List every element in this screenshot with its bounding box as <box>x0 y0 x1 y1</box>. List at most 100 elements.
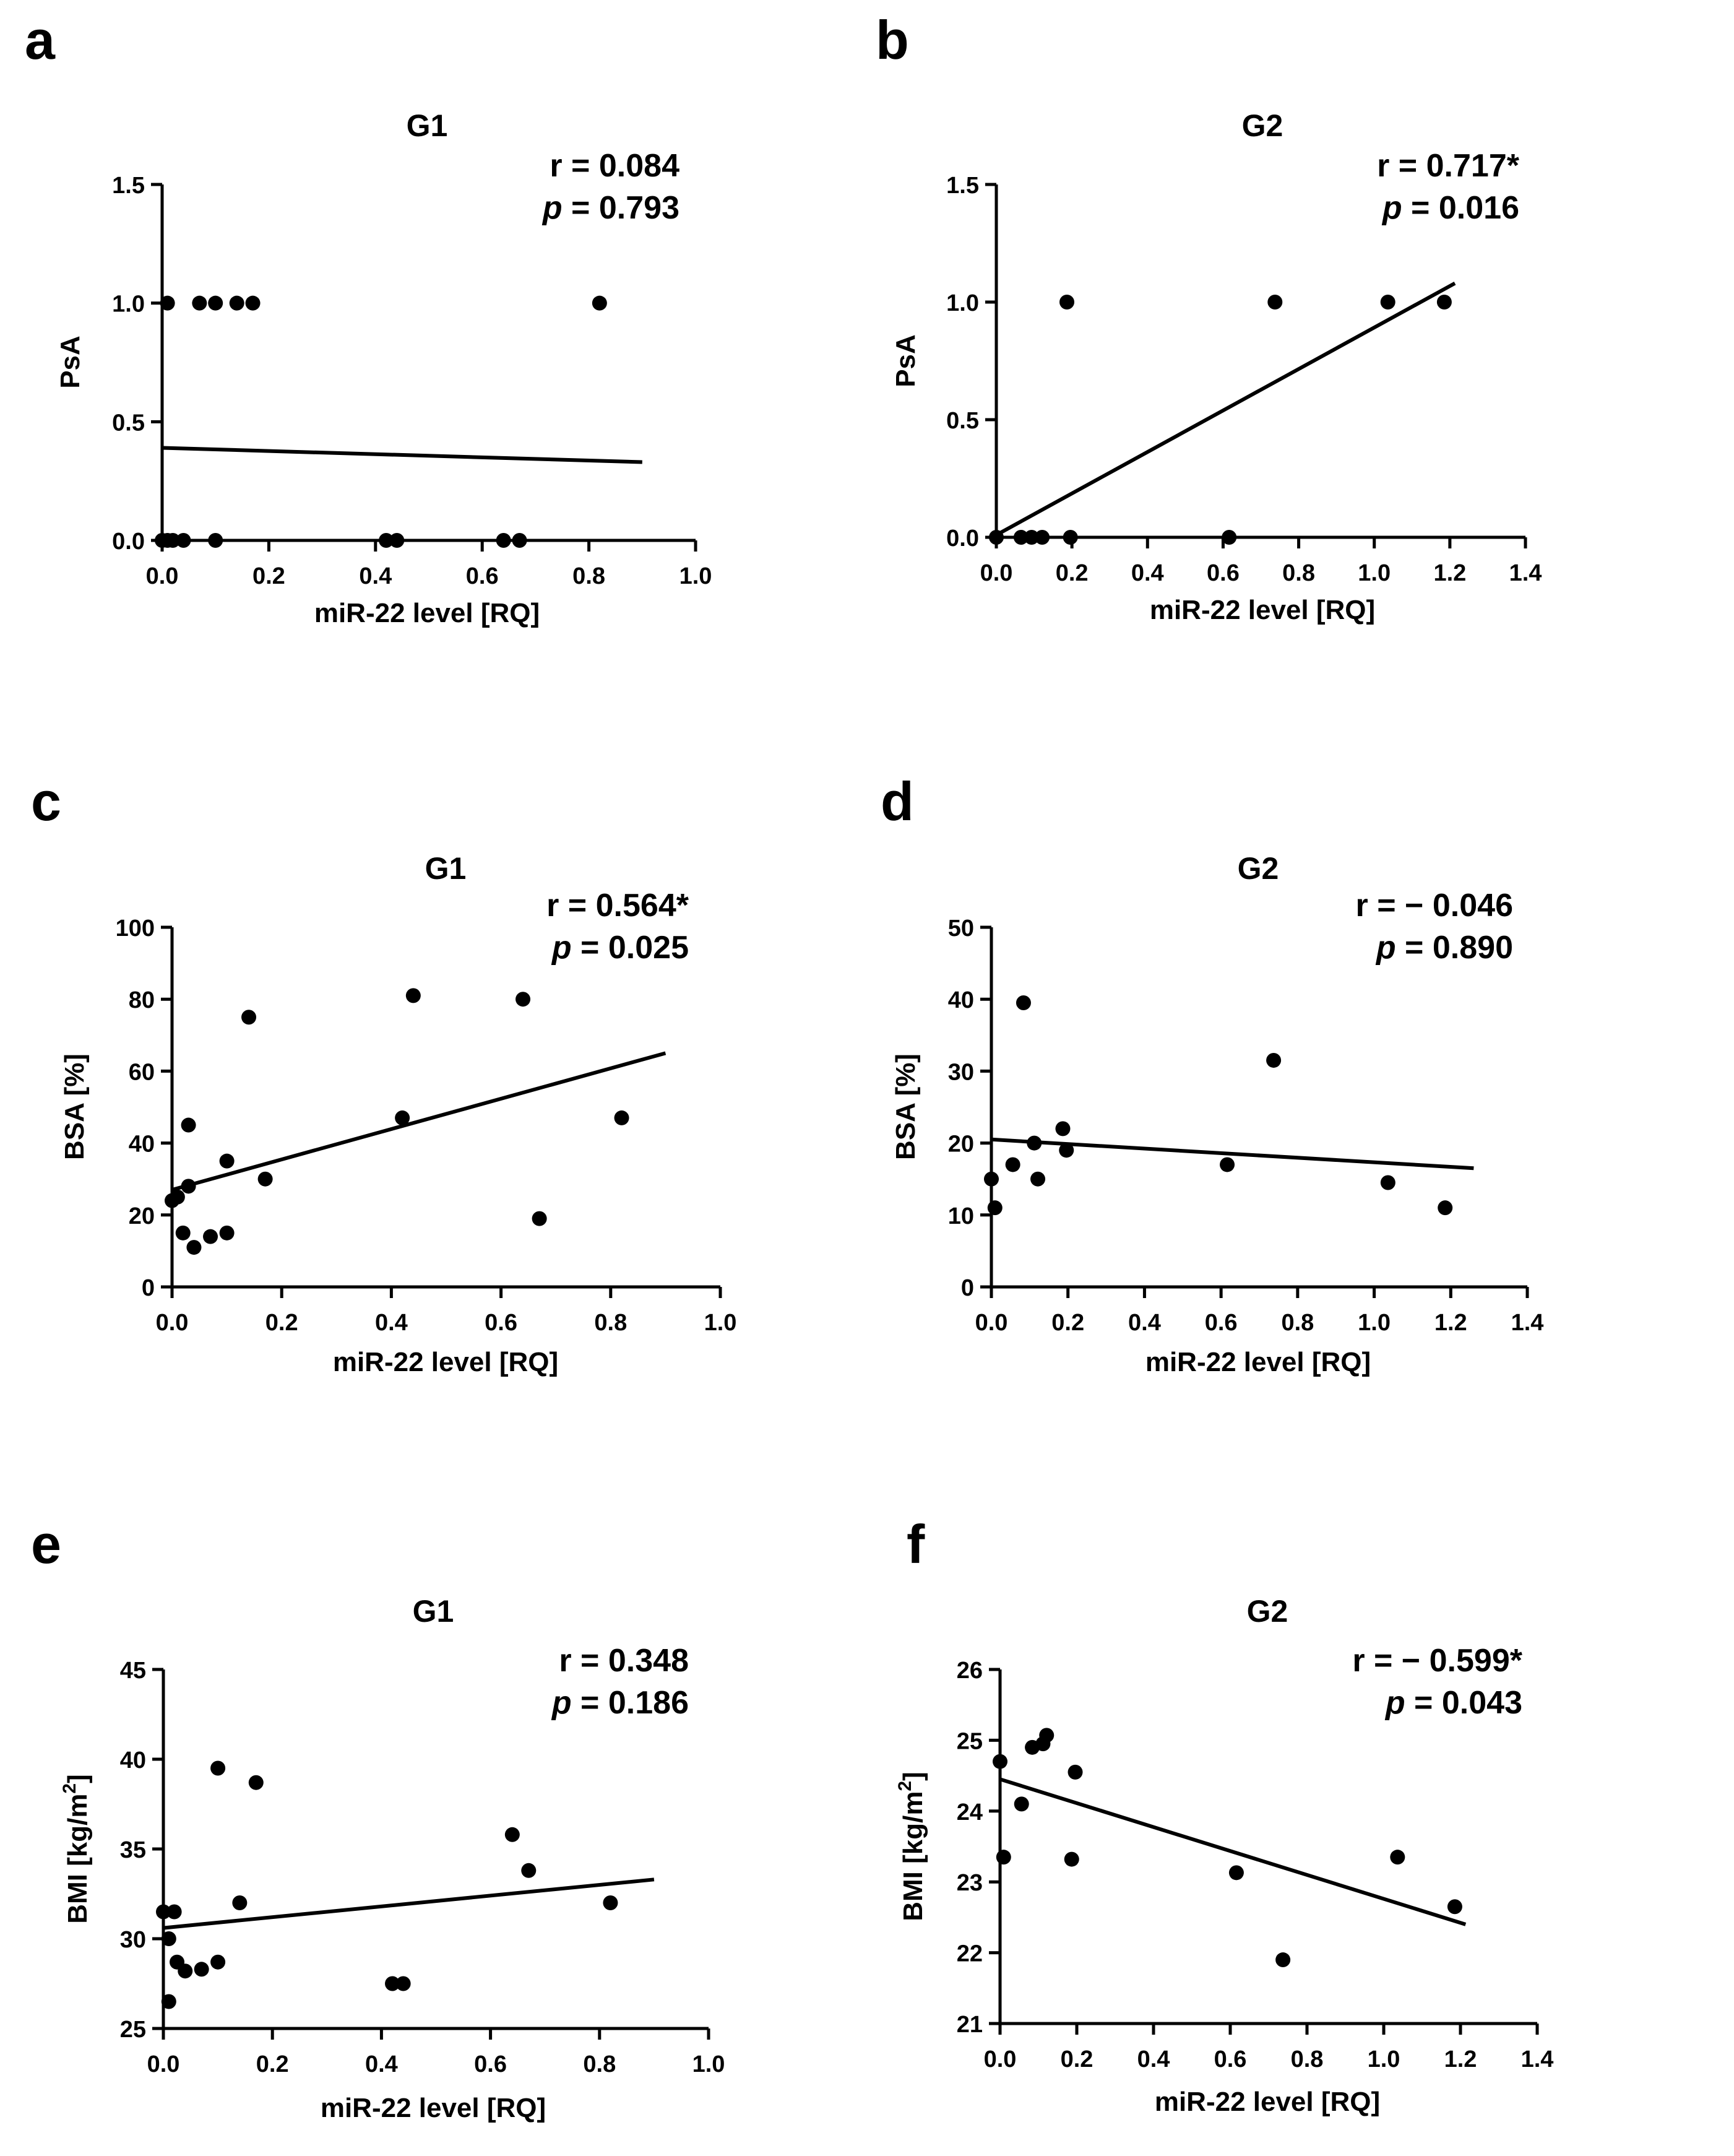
panel-c: c G1 r = 0.564* p = 0.025 0.0 0.2 0.4 0.6 0.8 1.0… <box>31 771 736 1377</box>
x-tick-label: 0.6 <box>485 1310 517 1336</box>
x-tick-label: 0.6 <box>466 563 499 589</box>
data-point <box>229 295 244 311</box>
x-tick-label: 0.0 <box>984 2046 1017 2072</box>
chart-title: G2 <box>1247 1594 1288 1629</box>
panel-d: d G2 r = − 0.046 p = 0.890 0.0 0.2 0.4 0.6 0.8 1.… <box>881 771 1543 1377</box>
y-label-text: PsA <box>891 334 921 387</box>
chart-title: G1 <box>407 108 448 143</box>
data-point <box>504 1827 520 1842</box>
chart-title: G2 <box>1238 851 1279 886</box>
x-tick-label: 1.0 <box>692 2051 725 2077</box>
panel-f: f G2 r = − 0.599* p = 0.043 0.0 0.2 0.4 0.6 0.8 1… <box>895 1513 1553 2117</box>
y-tick-label: 0.0 <box>112 529 145 555</box>
x-tick-label: 0.0 <box>156 1310 189 1336</box>
x-tick-label: 1.4 <box>1511 1310 1544 1336</box>
data-point <box>1055 1121 1071 1136</box>
regression-line <box>995 281 1456 537</box>
y-tick-label: 26 <box>957 1658 983 1684</box>
p-symbol: p <box>551 930 572 966</box>
p-symbol: p <box>1375 930 1396 966</box>
x-tick-label: 1.2 <box>1444 2046 1477 2072</box>
p-symbol: p <box>1381 190 1402 226</box>
data-point <box>989 530 1004 545</box>
x-tick-label: 1.0 <box>1368 2046 1400 2072</box>
data-point <box>1267 295 1283 310</box>
p-value: p = 0.043 <box>1384 1685 1522 1721</box>
y-tick-label: 45 <box>120 1658 146 1684</box>
data-point <box>395 1976 411 1991</box>
data-point <box>1016 995 1031 1011</box>
chart-title: G2 <box>1242 108 1283 143</box>
data-point <box>194 1962 209 1977</box>
x-axis-label: miR-22 level [RQ] <box>321 2093 546 2123</box>
data-point <box>1380 295 1395 310</box>
data-point <box>1005 1157 1020 1172</box>
r-value: r = − 0.599* <box>1352 1643 1522 1679</box>
data-point <box>993 1754 1007 1769</box>
data-point <box>241 1010 257 1025</box>
x-tick-label: 0.8 <box>594 1310 627 1336</box>
data-point <box>208 533 223 548</box>
data-point <box>170 1189 185 1205</box>
p-number: = 0.793 <box>563 190 679 226</box>
data-point <box>1059 295 1074 310</box>
y-tick-label: 21 <box>957 2012 983 2038</box>
p-number: = 0.043 <box>1405 1685 1522 1721</box>
r-value: r = 0.564* <box>546 888 689 924</box>
data-point <box>156 1904 171 1920</box>
x-tick-label: 1.0 <box>679 563 712 589</box>
x-tick-label: 0.4 <box>359 563 392 589</box>
x-tick-label: 0.6 <box>1214 2046 1247 2072</box>
data-point <box>232 1895 248 1910</box>
x-tick-label: 1.2 <box>1434 1310 1467 1336</box>
data-point <box>203 1229 218 1244</box>
data-point <box>592 295 607 311</box>
panel-letter: a <box>25 9 56 71</box>
data-point <box>161 1931 176 1946</box>
data-point <box>1035 530 1050 545</box>
y-axis-label: BMI [kg/m2] <box>895 1772 928 1921</box>
p-number: = 0.890 <box>1396 930 1513 966</box>
data-point <box>1222 530 1237 545</box>
y-tick-label: 40 <box>948 987 974 1013</box>
data-point <box>181 1117 196 1133</box>
data-point <box>192 295 207 311</box>
y-tick-label: 60 <box>129 1059 155 1085</box>
data-point <box>165 533 181 548</box>
data-point <box>987 1200 1003 1216</box>
regression-line <box>999 1777 1467 1926</box>
y-tick-label: 25 <box>120 2017 146 2043</box>
data-point <box>1024 530 1039 545</box>
data-point <box>178 1963 193 1979</box>
panel-letter: c <box>31 771 61 832</box>
data-point <box>248 1775 264 1790</box>
y-tick-label: 50 <box>948 916 974 942</box>
panel-letter: d <box>881 771 914 832</box>
y-axis-label: BMI [kg/m2] <box>59 1774 93 1924</box>
y-tick-label: 1.0 <box>112 292 145 318</box>
x-tick-label: 0.6 <box>1207 560 1240 586</box>
panel-b: b G2 r = 0.717* p = 0.016 0.0 0.2 0.4 0.6 0.8 1.0… <box>876 9 1542 625</box>
r-value: r = 0.348 <box>559 1643 689 1679</box>
regression-line <box>171 1051 666 1192</box>
data-point <box>1436 295 1452 310</box>
p-symbol: p <box>551 1685 572 1721</box>
y-tick-label: 40 <box>120 1747 146 1773</box>
x-tick-label: 0.0 <box>980 560 1013 586</box>
r-value: r = − 0.046 <box>1356 888 1513 924</box>
y-tick-label: 80 <box>129 987 155 1013</box>
x-tick-label: 0.0 <box>146 563 179 589</box>
x-tick-label: 0.8 <box>1281 1310 1314 1336</box>
x-tick-label: 0.0 <box>147 2051 180 2077</box>
y-label-text: PsA <box>55 336 85 389</box>
y-tick-label: 20 <box>948 1132 974 1158</box>
data-point <box>389 533 405 548</box>
p-value: p = 0.016 <box>1381 190 1519 226</box>
x-tick-label: 0.4 <box>375 1310 408 1336</box>
x-tick-label: 0.4 <box>1128 1310 1161 1336</box>
data-point <box>257 1171 273 1187</box>
data-point <box>186 1240 202 1255</box>
y-tick-label: 0.0 <box>946 526 979 552</box>
y-tick-label: 35 <box>120 1837 146 1863</box>
